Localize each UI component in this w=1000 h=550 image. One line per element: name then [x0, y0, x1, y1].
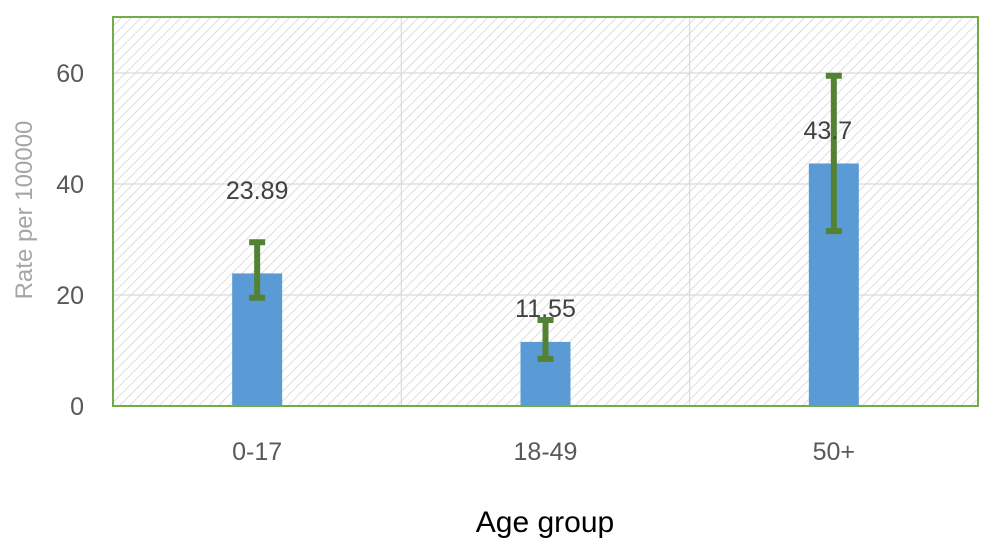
y-axis-label: Rate per 100000 — [11, 121, 38, 300]
x-tick-label: 18-49 — [514, 438, 578, 466]
y-tick-label: 60 — [56, 60, 84, 88]
y-tick-label: 0 — [70, 393, 84, 421]
y-tick-label: 20 — [56, 282, 84, 310]
error-bar — [825, 72, 842, 235]
data-label: 11.55 — [515, 295, 576, 323]
bars — [232, 163, 859, 406]
y-tick-label: 40 — [56, 171, 84, 199]
data-label: 43.7 — [803, 117, 852, 145]
data-label: 23.89 — [226, 177, 289, 205]
x-tick-label: 0-17 — [232, 438, 282, 466]
x-tick-label: 50+ — [813, 438, 855, 466]
error-bars — [249, 72, 842, 362]
x-axis-ticks: 0-17 18-49 50+ — [232, 438, 855, 466]
x-axis-label: Age group — [476, 506, 614, 539]
error-bar — [537, 316, 554, 362]
y-axis-ticks: 0 20 40 60 — [56, 60, 84, 421]
error-bar — [249, 239, 266, 301]
plot-border — [112, 16, 979, 407]
data-labels: 23.89 11.55 43.7 — [226, 117, 852, 323]
